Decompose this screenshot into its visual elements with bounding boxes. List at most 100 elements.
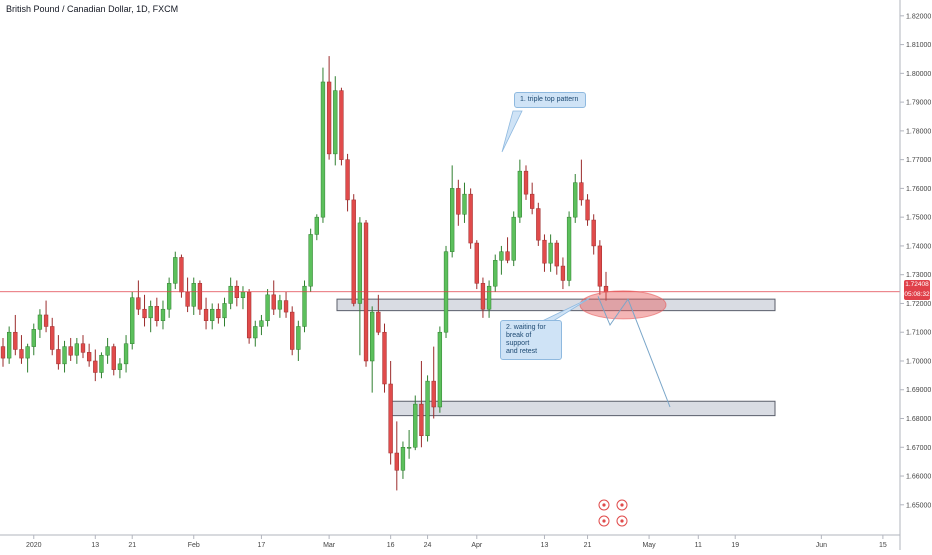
candle-body <box>554 242 559 267</box>
candle <box>80 335 86 359</box>
candle-body <box>0 346 6 359</box>
candle-body <box>536 208 541 241</box>
price-tick-label: 1.71000 <box>906 330 931 337</box>
candle <box>105 337 110 364</box>
candle-body <box>450 188 455 252</box>
candle <box>62 340 67 373</box>
time-tick-label: 13 <box>541 542 549 549</box>
zone-layer <box>336 298 776 417</box>
candle <box>37 309 43 338</box>
candle-body <box>425 380 430 437</box>
candle <box>351 194 356 307</box>
candle-body <box>480 283 486 310</box>
candle-body <box>160 308 166 321</box>
candle <box>290 306 295 356</box>
time-tick-label: Mar <box>323 542 336 549</box>
candle <box>302 280 307 333</box>
candle-body <box>314 216 319 235</box>
candle <box>68 337 73 361</box>
candle <box>548 234 553 272</box>
candle <box>413 395 418 451</box>
candle <box>517 159 523 223</box>
price-tick-label: 1.73000 <box>906 272 931 279</box>
time-tick-label: 13 <box>91 542 99 549</box>
candle-body <box>173 257 178 284</box>
candle-body <box>222 303 227 319</box>
price-tick-label: 1.69000 <box>906 387 931 394</box>
candle-body <box>339 90 344 160</box>
price-tick-label: 1.70000 <box>906 358 931 365</box>
candle-body <box>499 251 504 261</box>
candle <box>419 360 424 448</box>
price-tick-label: 1.77000 <box>906 157 931 164</box>
current-price-tag: 1.72408 05:08:32 <box>904 280 930 300</box>
time-tick-label: 24 <box>424 542 432 549</box>
candle <box>154 297 159 327</box>
drawing-layer <box>0 110 900 527</box>
time-tick-label: Feb <box>188 542 200 549</box>
candle <box>259 314 264 336</box>
candle-body <box>523 170 529 195</box>
candle-body <box>566 216 572 281</box>
candle <box>210 303 215 330</box>
candle <box>203 297 209 330</box>
time-tick-label: 19 <box>731 542 739 549</box>
candle-body <box>517 170 523 218</box>
candle-body <box>68 346 73 356</box>
candle-body <box>31 329 36 347</box>
candle-body <box>468 193 473 244</box>
candle-body <box>351 199 356 304</box>
candle-body <box>62 346 67 365</box>
price-tick-label: 1.74000 <box>906 243 931 250</box>
event-flag-dot <box>620 519 624 523</box>
candle <box>43 300 49 333</box>
candle-body <box>228 285 233 304</box>
candle <box>197 280 203 315</box>
candle-body <box>277 300 283 310</box>
price-tick-label: 1.65000 <box>906 502 931 509</box>
candle-body <box>357 222 363 304</box>
candle <box>462 182 467 223</box>
candle <box>499 245 504 275</box>
candle <box>222 297 227 327</box>
time-tick-label: 2020 <box>26 542 42 549</box>
candle <box>117 358 123 379</box>
candle-body <box>603 285 609 293</box>
candle-body <box>486 285 492 310</box>
candle <box>13 314 18 356</box>
candle-body <box>203 308 209 321</box>
countdown-label: 05:08:32 <box>904 291 930 298</box>
candle <box>597 240 603 295</box>
candle-body <box>388 383 393 454</box>
time-tick-label: 17 <box>258 542 266 549</box>
candle-body <box>43 314 49 327</box>
candle-body <box>431 380 436 408</box>
candle <box>99 352 104 379</box>
chart-title: British Pound / Canadian Dollar, 1D, FXC… <box>6 4 179 14</box>
candle <box>246 289 252 344</box>
candle <box>50 317 55 356</box>
candle-body <box>56 349 61 365</box>
candle-body <box>406 447 412 449</box>
candle-body <box>123 343 129 365</box>
candle <box>148 300 153 333</box>
price-tick-label: 1.81000 <box>906 42 931 49</box>
candle-body <box>320 81 326 218</box>
annotation-triple-top[interactable]: 1. triple top pattern <box>514 92 586 108</box>
candle-body <box>37 314 43 330</box>
candle <box>523 165 529 200</box>
candle <box>382 323 387 393</box>
candle <box>450 165 455 258</box>
candle-body <box>93 360 98 373</box>
candle-body <box>591 219 596 247</box>
time-tick-label: 16 <box>387 542 395 549</box>
annotation-waiting-for-break[interactable]: 2. waiting for break of support and rete… <box>500 320 562 360</box>
candle <box>93 349 98 382</box>
candle-body <box>548 242 553 264</box>
candle <box>554 240 559 275</box>
candle <box>474 240 479 290</box>
candle <box>308 228 313 292</box>
